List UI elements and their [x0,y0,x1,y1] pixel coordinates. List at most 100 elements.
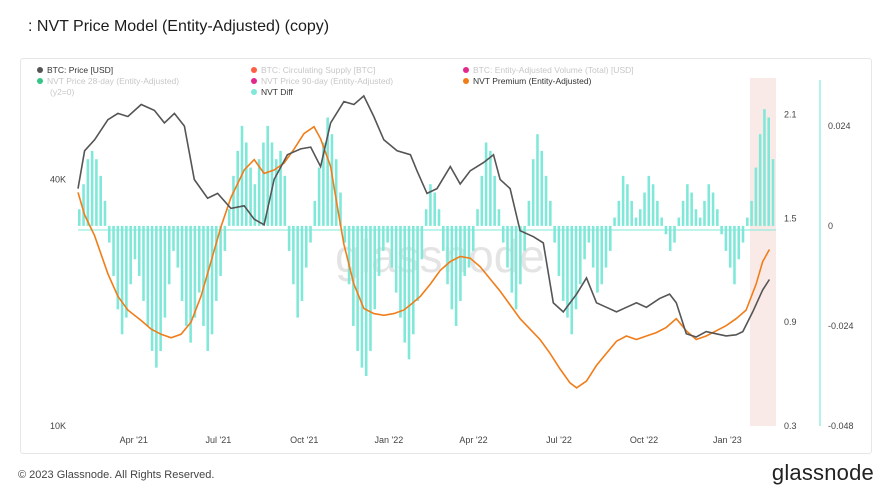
nvt-diff-bar [467,225,471,268]
nvt-diff-bar [274,159,278,226]
nvt-diff-bar [638,209,642,226]
nvt-diff-bar [660,217,663,226]
nvt-diff-bar [514,225,518,310]
y-left-tick-label: 40K [50,175,66,185]
nvt-diff-bar [279,150,282,226]
nvt-diff-bar [450,225,454,310]
nvt-diff-bar [459,225,462,301]
x-tick-label: Oct '21 [290,435,318,445]
nvt-diff-bar [694,209,698,226]
nvt-diff-bar [125,225,128,318]
nvt-diff-bar [262,142,265,226]
legend-label: BTC: Price [USD] [47,65,113,75]
nvt-diff-bar [197,225,201,293]
nvt-diff-bar [604,225,608,268]
y-right2-tick-label: -0.024 [828,321,854,331]
nvt-diff-bar [377,225,381,276]
nvt-diff-bar [99,175,102,226]
nvt-diff-bar [95,159,98,226]
nvt-diff-bar [133,225,137,260]
nvt-diff-bar [566,225,569,318]
legend: BTC: Price [USD] BTC: Circulating Supply … [37,65,634,97]
nvt-diff-bar [103,200,107,226]
nvt-diff-bar [574,225,578,310]
x-tick-label: Apr '21 [120,435,148,445]
nvt-diff-bar [489,150,492,226]
nvt-diff-bar [155,225,158,368]
nvt-diff-bar [347,225,351,285]
nvt-diff-bar [189,225,192,343]
nvt-diff-bar [656,200,659,226]
nvt-diff-bar [322,142,325,226]
nvt-diff-bar [570,225,574,335]
nvt-diff-bar [215,225,218,301]
nvt-diff-bar [210,225,214,335]
nvt-diff-bar [591,225,595,268]
nvt-diff-bar [673,225,676,243]
nvt-diff-bar [219,225,222,276]
nvt-diff-bar [137,225,141,276]
x-axis: Apr '21 Jul '21 Oct '21 Jan '22 Apr '22 Jul '… [120,435,742,445]
nvt-diff-bar [296,225,299,318]
nvt-diff-bar [146,225,150,326]
nvt-diff-bar [150,225,154,351]
nvt-diff-bar [510,225,514,293]
nvt-diff-bar [223,225,227,251]
nvt-diff-bar [686,184,689,226]
nvt-diff-bar [352,225,355,326]
nvt-diff-bar [763,109,766,226]
nvt-diff-bar [313,200,317,226]
y-right2-tick-label: 0.024 [828,121,851,131]
nvt-diff-bar [617,200,621,226]
nvt-premium-line [77,125,771,389]
x-tick-label: Jul '22 [546,435,572,445]
nvt-diff-bar [596,225,599,293]
nvt-diff-bar [407,225,411,360]
nvt-diff-bar [343,225,347,243]
nvt-diff-bar [270,142,274,226]
nvt-diff-bar [647,175,651,226]
nvt-diff-bar [703,200,706,226]
legend-marker [251,78,257,84]
legend-marker [37,67,43,73]
nvt-diff-bar [549,200,552,226]
nvt-diff-bar [506,225,509,268]
nvt-diff-bar [424,209,428,226]
nvt-diff-bar [433,192,436,226]
nvt-diff-bar [386,225,389,243]
nvt-diff-bar [724,225,728,251]
nvt-diff-bar [334,159,338,226]
nvt-diff-bar [360,225,364,368]
nvt-diff-bar [643,192,646,226]
nvt-diff-bar [750,200,753,226]
nvt-diff-bar [176,225,180,268]
nvt-diff-bar [232,175,235,226]
nvt-diff-bar [651,184,655,226]
y-axis-right-nvt-premium: 2.1 1.5 0.9 0.3 [784,110,797,431]
nvt-diff-bar [690,192,693,226]
nvt-diff-bar [600,225,603,285]
legend-label: BTC: Entity-Adjusted Volume (Total) [USD… [473,65,634,75]
nvt-diff-bar [86,159,90,226]
nvt-diff-bar [471,225,475,251]
legend-label: NVT Premium (Entity-Adjusted) [473,76,592,86]
nvt-diff-bar [523,225,526,251]
legend-marker [463,67,469,73]
nvt-diff-bar [536,134,539,226]
x-tick-label: Jan '23 [713,435,742,445]
nvt-diff-bar [330,134,334,226]
nvt-diff-bar [737,225,741,260]
nvt-diff-bar [484,142,488,226]
nvt-diff-bar [317,167,321,226]
y-right-tick-label: 0.9 [784,317,797,327]
nvt-diff-bar [446,225,449,285]
legend-label: NVT Price 28-day (Entity-Adjusted) [47,76,179,86]
nvt-diff-bar [249,167,252,226]
nvt-diff-bar [116,225,120,310]
nvt-diff-bar [621,175,625,226]
nvt-diff-bar [326,117,329,226]
y-right2-tick-label: 0 [828,221,833,231]
nvt-diff-bar [399,225,402,318]
nvt-diff-bar [741,225,745,243]
